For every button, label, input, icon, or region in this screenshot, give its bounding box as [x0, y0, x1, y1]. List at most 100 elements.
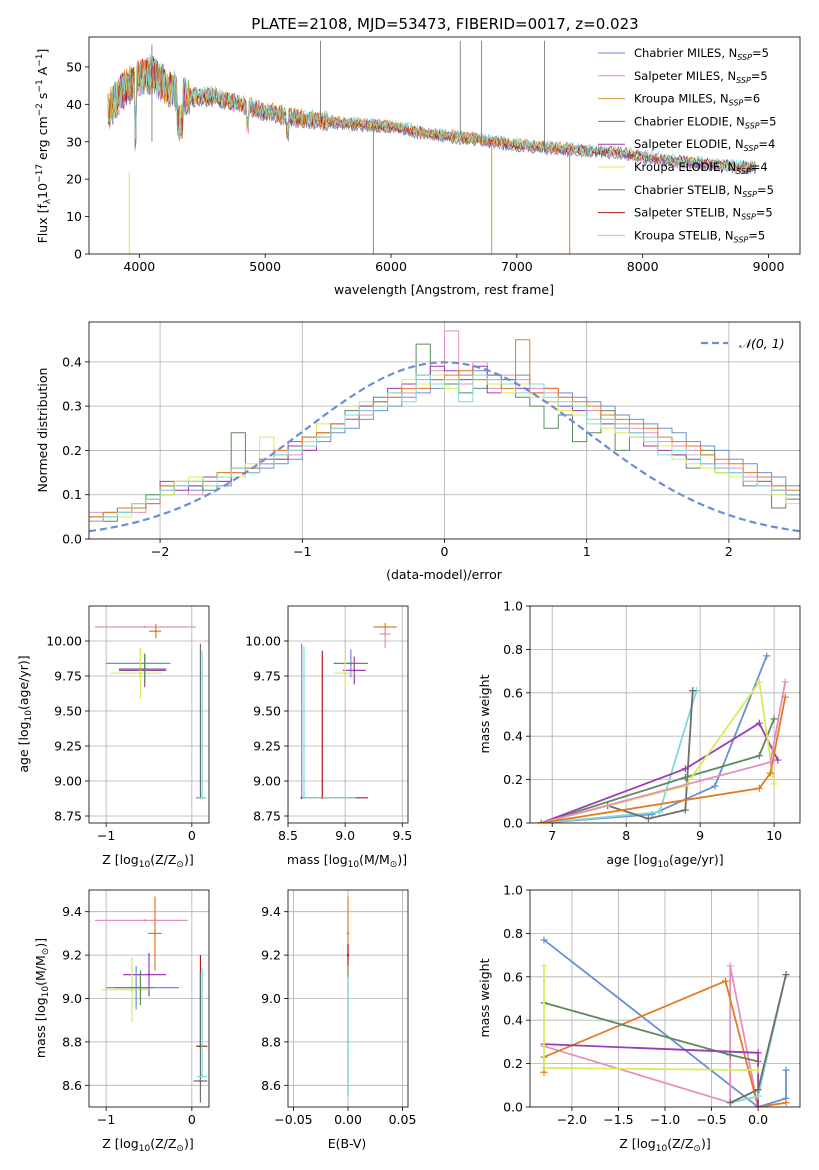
y-tick-label: 8.8: [261, 1034, 281, 1049]
x-tick-label: −0.5: [696, 1112, 726, 1127]
x-tick-label: 6000: [375, 259, 407, 274]
y-axis-label: mass weight: [477, 958, 492, 1037]
series-marker: [726, 1099, 734, 1107]
spectrum-line: [107, 58, 570, 152]
x-tick-label: 0.00: [334, 1112, 362, 1127]
y-tick-label: 9.50: [54, 704, 82, 719]
x-tick-label: 9.5: [392, 828, 412, 843]
series-marker: [540, 1064, 548, 1072]
errorbar-point: [200, 796, 204, 799]
x-tick-label: −2: [151, 544, 169, 559]
axes-frame: [88, 36, 801, 255]
axes-frame: [88, 889, 210, 1108]
errorbar-point: [199, 1079, 202, 1083]
legend-entry: Salpeter MILES, NSSP=5: [634, 69, 768, 85]
y-tick-label: 50: [66, 59, 82, 74]
y-axis-label: mass weight: [477, 674, 492, 753]
series-marker: [770, 780, 778, 788]
y-tick-label: 0.0: [503, 1100, 523, 1115]
x-tick-label: 0.05: [389, 1112, 417, 1127]
errorbar-point: [383, 632, 387, 636]
errorbar-point: [143, 919, 146, 922]
x-axis-label: age [log10(age/yr)]: [606, 852, 723, 870]
legend-entry: Chabrier STELIB, NSSP=5: [634, 183, 774, 199]
x-tick-label: 1: [583, 544, 591, 559]
series-marker: [781, 678, 789, 686]
chart-mass_vs_Z: −1 0 8.6 8.8 9.0 9.2 9.4 Z [log10(Z/Z⊙)] mass [l…: [33, 889, 210, 1154]
gaussian-curve: [89, 361, 800, 533]
histogram-series: [89, 365, 800, 522]
errorbar-point: [154, 630, 158, 633]
chart-massweight_vs_Z: −2.0 −1.5 −1.0 −0.5 0.0 0.0 0.2 0.4 0.6 0.8 1.0 Z […: [477, 883, 801, 1154]
y-tick-label: 9.25: [253, 739, 281, 754]
chart-massweight_vs_age: 7 8 9 10 0.0 0.2 0.4 0.6 0.8 1.0 age [log10(age/yr…: [477, 599, 801, 870]
series-marker: [711, 782, 719, 790]
plot-area: [89, 322, 800, 539]
legend: Chabrier MILES, NSSP=5 Salpeter MILES, NS…: [598, 46, 776, 244]
x-tick-label: 2: [725, 544, 733, 559]
y-tick-label: 1.0: [503, 599, 523, 614]
series-marker: [689, 687, 697, 695]
x-axis-label: E(B-V): [328, 1136, 367, 1151]
y-axis-label: Normed distribution: [35, 368, 50, 493]
series-marker: [754, 1066, 762, 1074]
y-axis-label: age [log10(age/yr)]: [16, 655, 34, 772]
plot-area: [89, 606, 209, 823]
x-tick-label: −1: [97, 1112, 115, 1127]
legend-entry: Chabrier MILES, NSSP=5: [634, 46, 769, 62]
x-tick-label: 10: [766, 828, 782, 843]
x-tick-label: 8: [622, 828, 630, 843]
y-tick-label: 0.8: [503, 642, 523, 657]
histogram-series: [89, 374, 800, 522]
x-tick-label: 0.0: [748, 1112, 768, 1127]
errorbar-point: [153, 932, 157, 935]
plot-area: [530, 890, 800, 1107]
series-marker: [755, 784, 763, 792]
x-axis-label: wavelength [Angstrom, rest frame]: [334, 282, 554, 297]
chart-age_vs_mass: 8.5 9.0 9.5 8.75 9.00 9.25 9.50 9.75 10.00 mass […: [245, 605, 412, 870]
legend-entry: 𝒩(0, 1): [739, 336, 785, 351]
series-line: [607, 690, 694, 820]
x-tick-label: 0: [188, 828, 196, 843]
x-axis-label: mass [log10(M/M⊙)]: [287, 852, 407, 870]
series-marker: [681, 773, 689, 781]
y-tick-label: 9.75: [54, 669, 82, 684]
y-tick-label: 0.1: [62, 487, 82, 502]
plot-area: [530, 606, 800, 823]
series-marker: [766, 769, 774, 777]
axes-frame: [529, 889, 801, 1108]
chart-spectrum: 4000 5000 6000 7000 8000 9000 0 10 20 30 40 50 wavel…: [35, 36, 801, 297]
series-marker: [540, 962, 548, 970]
x-tick-label: 8000: [627, 259, 659, 274]
errorbar-point: [130, 988, 134, 992]
y-tick-label: 8.75: [54, 809, 82, 824]
y-tick-label: 40: [66, 97, 82, 112]
x-tick-label: 7: [548, 828, 556, 843]
y-tick-label: 9.2: [62, 948, 82, 963]
series-marker: [726, 962, 734, 970]
x-axis-label: Z [log10(Z/Z⊙)]: [102, 1136, 193, 1154]
plot-area: [89, 890, 209, 1107]
y-tick-label: 9.25: [54, 739, 82, 754]
series-marker: [754, 1092, 762, 1100]
y-tick-label: 9.00: [54, 774, 82, 789]
series-marker: [681, 806, 689, 814]
legend-entry: Chabrier ELODIE, NSSP=5: [634, 114, 776, 130]
plot-area: [107, 40, 756, 254]
legend-entry: Salpeter ELODIE, NSSP=4: [634, 137, 775, 153]
errorbar-point: [143, 625, 146, 629]
errorbar-point: [139, 672, 142, 675]
x-axis-label: (data-model)/error: [386, 567, 503, 582]
x-tick-label: 9000: [753, 259, 785, 274]
errorbar-point: [343, 672, 347, 675]
errorbar-point: [147, 973, 151, 976]
y-tick-label: 9.50: [253, 704, 281, 719]
series-marker: [540, 936, 548, 944]
histogram-series: [89, 339, 800, 518]
y-tick-label: 0.4: [503, 729, 523, 744]
series-line: [540, 679, 775, 823]
series-marker: [774, 756, 782, 764]
x-tick-label: 4000: [123, 259, 155, 274]
y-tick-label: 0.0: [62, 532, 82, 547]
series-marker: [763, 652, 771, 660]
